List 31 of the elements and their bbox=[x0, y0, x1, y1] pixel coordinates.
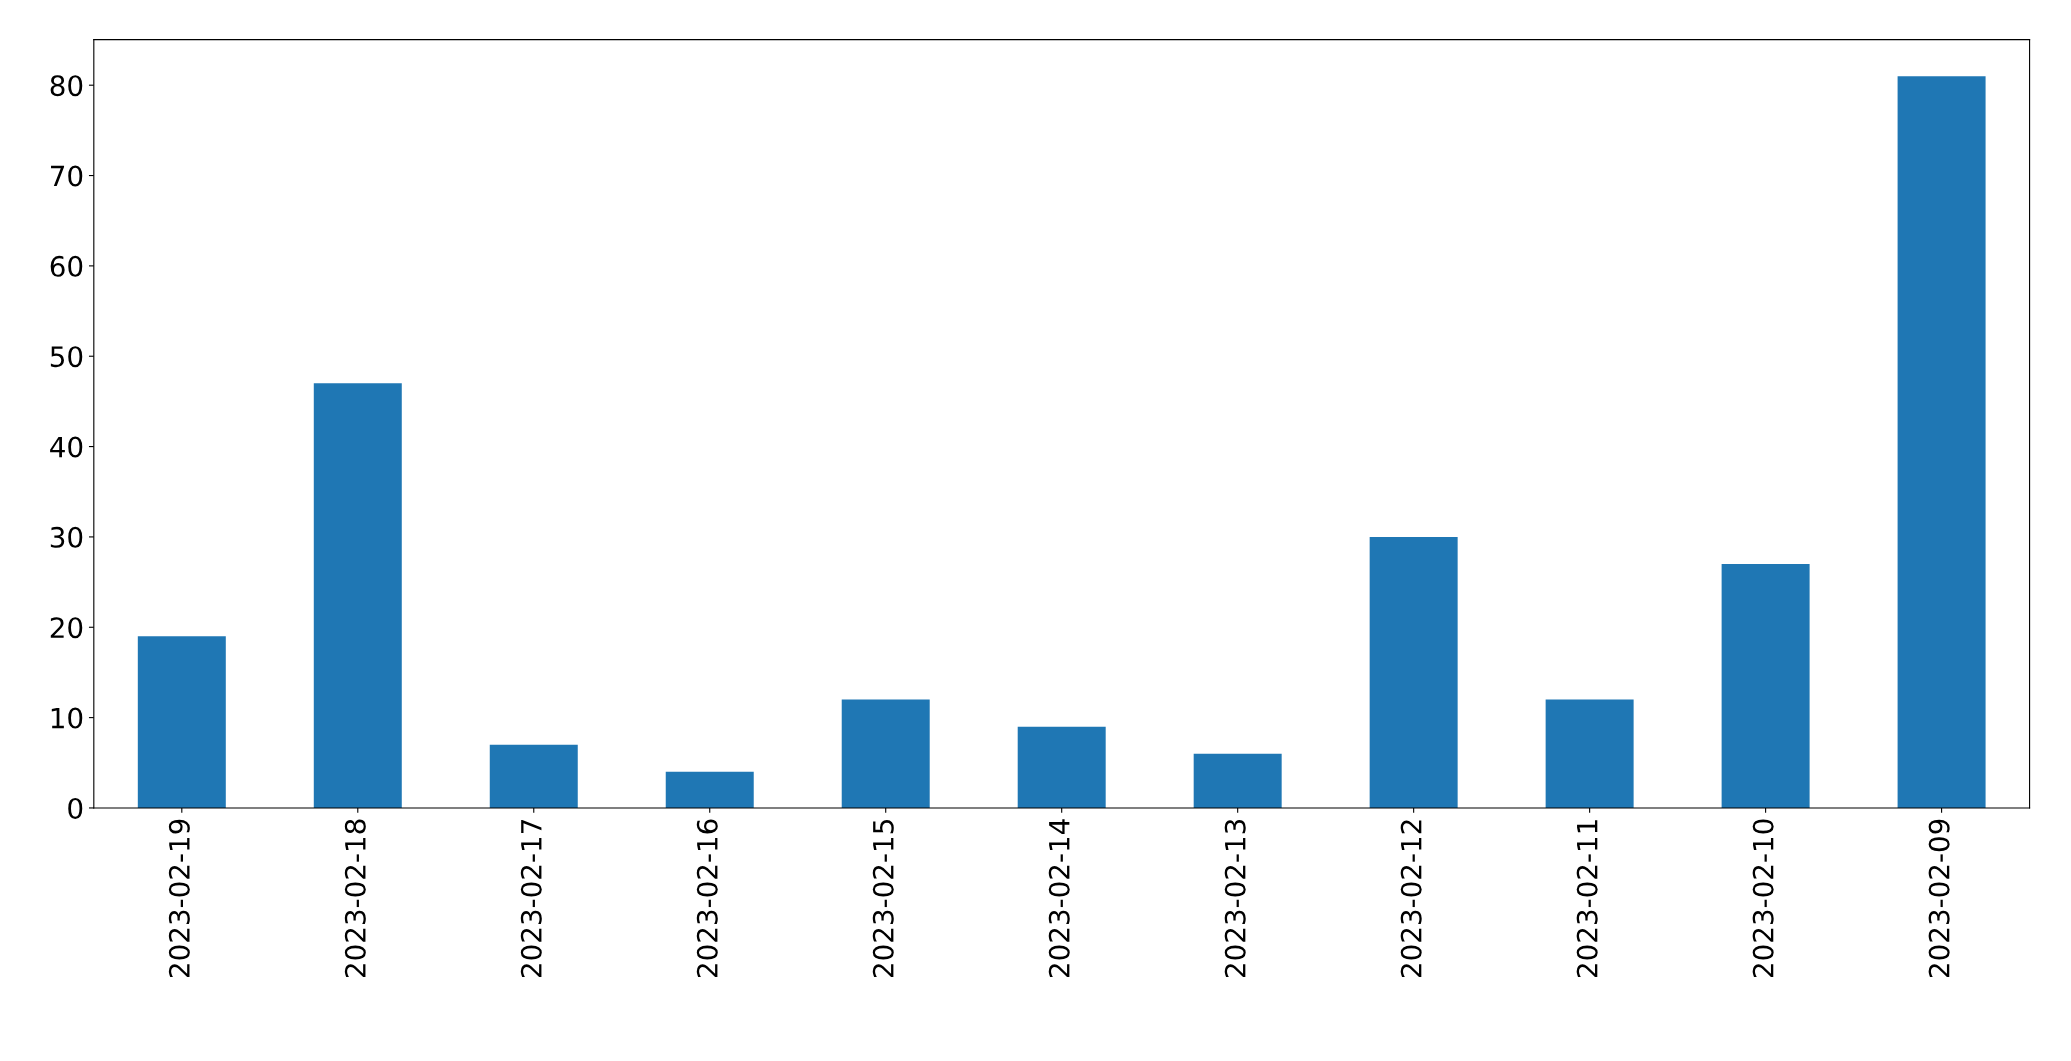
y-tick-label: 40 bbox=[50, 436, 83, 458]
bar bbox=[1193, 753, 1282, 808]
x-tick-label: 2023-02-17 bbox=[520, 820, 542, 978]
bar bbox=[841, 699, 930, 808]
y-tick-label: 10 bbox=[51, 707, 83, 729]
bar bbox=[489, 744, 578, 808]
y-tick-label: 30 bbox=[50, 526, 83, 548]
x-tick-label: 2023-02-11 bbox=[1576, 820, 1598, 978]
bar bbox=[1545, 699, 1634, 808]
x-tick-label: 2023-02-18 bbox=[344, 819, 366, 978]
y-tick-label: 50 bbox=[50, 346, 83, 368]
y-tick-label: 70 bbox=[51, 165, 83, 187]
bar bbox=[1017, 726, 1106, 808]
y-tick-label: 60 bbox=[50, 255, 83, 277]
bar bbox=[313, 383, 402, 808]
x-tick-label: 2023-02-13 bbox=[1224, 819, 1246, 978]
y-tick-label: 80 bbox=[50, 75, 83, 97]
x-tick-label: 2023-02-12 bbox=[1400, 820, 1422, 978]
bar bbox=[1897, 76, 1986, 808]
x-tick-label: 2023-02-16 bbox=[696, 819, 718, 978]
bar bbox=[1721, 564, 1810, 808]
x-tick-label: 2023-02-15 bbox=[872, 820, 894, 978]
bar bbox=[665, 771, 754, 808]
bar bbox=[1369, 536, 1458, 808]
x-tick-label: 2023-02-14 bbox=[1048, 819, 1070, 978]
bar bbox=[137, 636, 226, 808]
x-tick-label: 2023-02-10 bbox=[1752, 819, 1774, 978]
y-tick-label: 0 bbox=[68, 797, 83, 819]
y-tick-label: 20 bbox=[50, 617, 83, 639]
x-tick-label: 2023-02-19 bbox=[168, 819, 190, 978]
x-tick-label: 2023-02-09 bbox=[1928, 819, 1950, 978]
